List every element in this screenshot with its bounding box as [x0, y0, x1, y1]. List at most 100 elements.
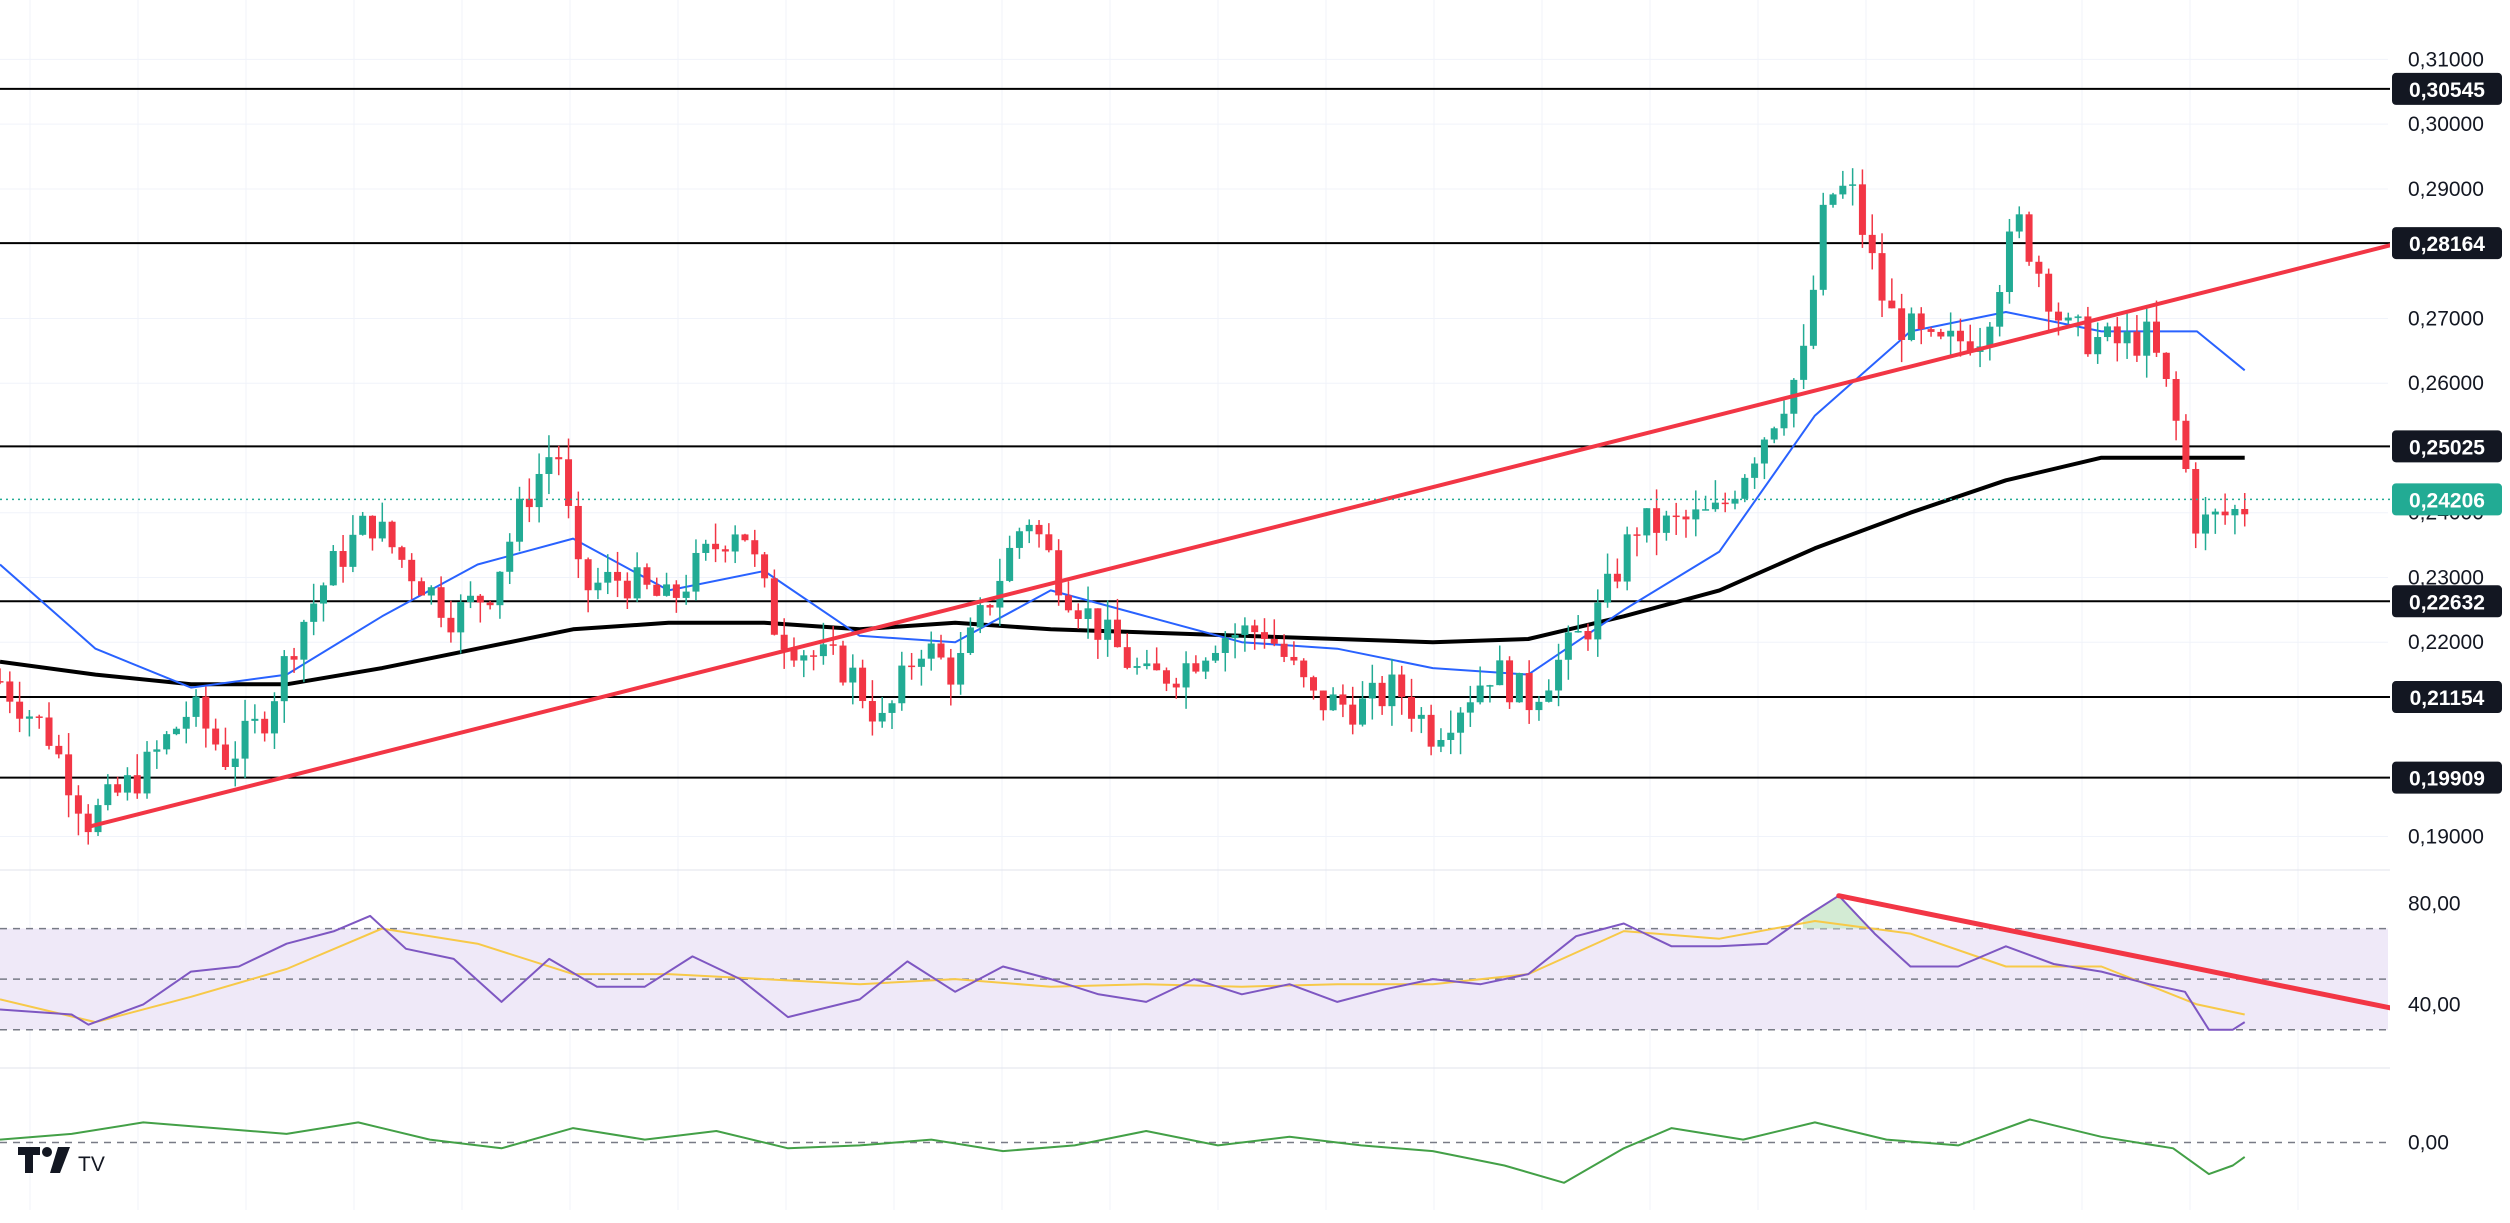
- price-tick-label: 0,30000: [2408, 113, 2484, 136]
- candle-body: [241, 720, 249, 759]
- candle-body: [1996, 292, 2004, 327]
- candle-body: [1878, 253, 1886, 301]
- candle-body: [839, 645, 847, 683]
- candle-body: [1770, 428, 1778, 440]
- price-tick-label: 0,19000: [2408, 826, 2484, 849]
- candle-body: [1751, 463, 1759, 478]
- level-badge: 0,28164: [2409, 233, 2485, 256]
- candle-body: [2202, 514, 2210, 534]
- candle-body: [467, 595, 475, 603]
- candle-body: [2231, 508, 2239, 516]
- candle-body: [437, 587, 445, 618]
- candle-body: [1888, 300, 1896, 309]
- candle-body: [221, 744, 229, 767]
- candle-body: [1270, 638, 1278, 644]
- candle-body: [1378, 682, 1386, 707]
- candle-body: [261, 718, 269, 734]
- candle-body: [1839, 185, 1847, 195]
- candle-body: [231, 758, 239, 767]
- candle-body: [1251, 625, 1259, 633]
- candle-body: [535, 473, 543, 508]
- level-badge: 0,21154: [2410, 687, 2485, 710]
- candle-body: [1692, 509, 1700, 520]
- candle-body: [1613, 573, 1621, 582]
- candle-body: [516, 498, 524, 542]
- tradingview-logo-icon[interactable]: TV: [18, 1147, 105, 1176]
- level-badge-bg: [2392, 585, 2502, 618]
- candle-body: [643, 567, 651, 585]
- candle-body: [1398, 674, 1406, 697]
- candle-body: [663, 584, 671, 596]
- candle-body: [1437, 739, 1445, 747]
- candle-body: [1662, 515, 1670, 533]
- price-tick-label: 0,26000: [2408, 372, 2484, 395]
- candle-body: [712, 543, 720, 550]
- candle-body: [1476, 685, 1484, 703]
- candle-body: [986, 605, 994, 608]
- level-badge: 0,25025: [2409, 436, 2485, 459]
- candle-body: [829, 644, 837, 646]
- candle-body: [614, 571, 622, 581]
- candle-body: [398, 547, 406, 560]
- rsi-lines: [0, 893, 2401, 1031]
- candle-body: [780, 634, 788, 650]
- candle-body: [1623, 534, 1631, 582]
- rsi-tick-label: 80,00: [2408, 892, 2461, 915]
- candle-body: [1408, 696, 1416, 719]
- momentum-lines: [0, 1118, 2246, 1184]
- candle-body: [957, 652, 965, 685]
- candle-body: [2045, 273, 2053, 312]
- candle-body: [94, 805, 102, 833]
- price-tick-label: 0,22000: [2408, 631, 2484, 654]
- candle-body: [1202, 660, 1210, 672]
- candle-body: [790, 649, 798, 661]
- candle-body: [182, 716, 190, 729]
- candle-body: [1702, 509, 1710, 511]
- candle-body: [1447, 732, 1455, 740]
- candle-body: [1829, 194, 1837, 205]
- candle-body: [819, 644, 827, 657]
- candle-body: [2133, 331, 2141, 356]
- candle-body: [966, 627, 974, 653]
- momentum-path: [0, 1118, 2246, 1184]
- candle-body: [1457, 712, 1465, 733]
- candle-body: [604, 571, 612, 583]
- current-price-badge: 0,24206: [2409, 489, 2485, 512]
- candle-body: [927, 643, 935, 659]
- candle-body: [2064, 317, 2072, 321]
- candle-body: [153, 749, 161, 752]
- candle-body: [1025, 524, 1033, 532]
- candle-body: [172, 728, 180, 735]
- candle-body: [1917, 313, 1925, 330]
- candle-body: [996, 580, 1004, 608]
- candle-body: [1329, 694, 1337, 711]
- candle-body: [574, 505, 582, 560]
- candle-body: [653, 584, 661, 596]
- candle-body: [114, 784, 122, 793]
- horizontal-levels[interactable]: [0, 87, 2400, 779]
- price-trendline[interactable]: [86, 241, 2400, 829]
- candle-body: [84, 813, 92, 833]
- candle-body: [417, 581, 425, 596]
- candle-body: [290, 656, 298, 660]
- candle-body: [1368, 682, 1376, 699]
- price-tick-label: 0,23000: [2408, 566, 2484, 589]
- candle-body: [310, 603, 318, 622]
- candle-body: [1515, 673, 1523, 703]
- candle-body: [1300, 660, 1308, 678]
- candle-body: [457, 602, 465, 633]
- candle-body: [506, 541, 514, 572]
- candle-body: [1055, 550, 1063, 596]
- candle-body: [2025, 214, 2033, 262]
- candle-body: [1535, 701, 1543, 711]
- candle-body: [1682, 516, 1690, 520]
- candle-body: [349, 534, 357, 567]
- candle-body: [1496, 660, 1504, 686]
- price-tick-label: 0,31000: [2408, 48, 2484, 71]
- candle-body: [1319, 690, 1327, 711]
- candle-body: [1084, 608, 1092, 619]
- candle-body: [692, 552, 700, 592]
- level-badge-bg: [2392, 72, 2502, 105]
- candle-body: [1486, 685, 1494, 687]
- candle-body: [1741, 477, 1749, 499]
